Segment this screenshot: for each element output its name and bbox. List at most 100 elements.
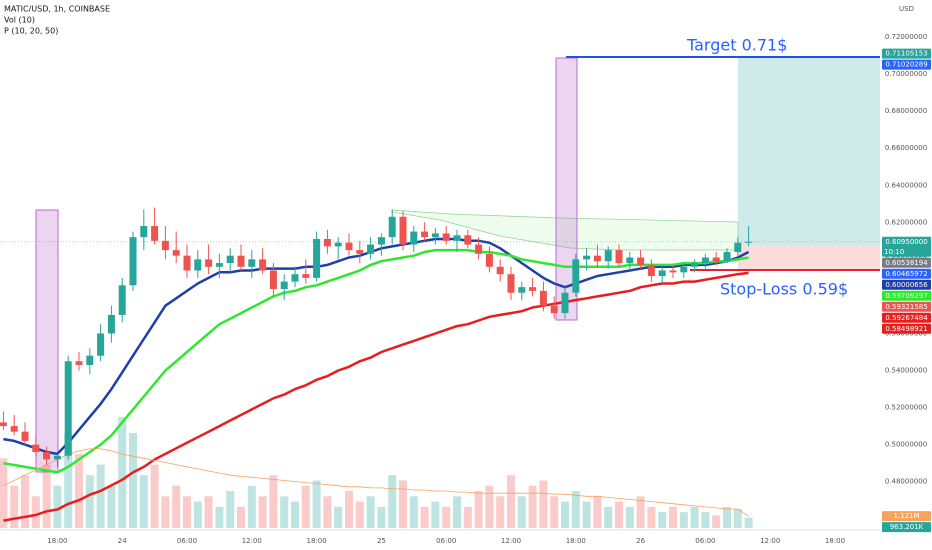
moving-average-line	[3, 248, 749, 474]
volume-bar	[161, 496, 170, 528]
candle-body	[550, 305, 558, 314]
volume-bar	[712, 515, 721, 528]
price-label-bg	[882, 268, 931, 279]
volume-bar	[107, 485, 116, 528]
volume-bar	[215, 506, 224, 528]
price-label-bg	[882, 279, 931, 290]
x-tick-label: 06:00	[436, 537, 456, 545]
volume-bar	[528, 485, 537, 528]
volume-bar	[733, 508, 742, 528]
candle-body	[410, 231, 418, 245]
volume-bar	[377, 506, 386, 528]
subtitle: P (10, 20, 50)	[4, 27, 58, 36]
volume-bar	[291, 501, 299, 528]
x-tick-label: 18:00	[47, 537, 67, 545]
volume-bar	[96, 464, 105, 528]
candle-body	[658, 270, 666, 277]
candle-body	[291, 274, 299, 282]
target-zone	[738, 57, 880, 245]
candle-body	[280, 281, 288, 290]
candle-body	[626, 257, 634, 264]
price-label: 0.59267484	[885, 314, 928, 322]
price-label-bg	[882, 522, 931, 533]
price-label: 0.58498921	[885, 325, 927, 333]
chart-title: MATIC/USD, 1h, COINBASE	[4, 5, 110, 14]
x-tick-label: 25	[377, 537, 386, 545]
volume-bar	[517, 496, 526, 528]
candle-body	[712, 257, 720, 262]
price-label: 0.59709297	[885, 292, 927, 300]
volume-bar	[615, 501, 623, 528]
target-label: Target 0.71$	[686, 36, 787, 55]
volume-bar	[690, 506, 699, 528]
candle-body	[604, 250, 612, 262]
currency: USD	[899, 5, 914, 13]
volume-bar	[571, 491, 580, 528]
y-tick-label: 0.52000000	[885, 404, 927, 412]
volume-bar	[258, 496, 267, 528]
volume-bar	[75, 454, 83, 528]
price-label-bg	[882, 48, 931, 59]
price-label: 0.71020289	[885, 61, 927, 69]
candle-body	[745, 241, 753, 243]
volume-bar	[334, 506, 343, 528]
highlight-box	[35, 209, 59, 473]
candle-body	[75, 361, 83, 365]
price-label: 0.60950000	[885, 238, 927, 246]
x-tick-label: 12:00	[760, 537, 780, 545]
candle-body	[680, 266, 688, 273]
candle-body	[561, 292, 569, 314]
price-label: 0.60538194	[885, 259, 928, 267]
candle-body	[399, 216, 407, 245]
candle-body	[691, 263, 699, 267]
candle-body	[377, 237, 385, 245]
candle-body	[388, 216, 396, 238]
candle-body	[615, 250, 623, 264]
volume-bar	[658, 512, 667, 528]
volume-bar	[453, 496, 461, 528]
candle-body	[669, 270, 677, 273]
y-tick-label: 0.70000000	[885, 70, 927, 78]
plot	[0, 207, 880, 528]
candle-body	[701, 257, 709, 264]
candle-body	[21, 431, 29, 441]
volume-bar	[625, 506, 634, 528]
price-label: 0.71105153	[885, 50, 927, 58]
y-tick-label: 0.66000000	[885, 144, 927, 152]
candle-body	[140, 226, 148, 238]
moving-average-line	[3, 271, 749, 522]
candle-body	[43, 452, 51, 460]
candle-body	[10, 426, 18, 432]
volume-bar	[312, 480, 321, 528]
x-tick-label: 26	[636, 537, 645, 545]
candle-body	[637, 257, 645, 265]
volume-bar	[0, 458, 8, 528]
volume-bar	[496, 496, 505, 528]
candle-body	[734, 242, 742, 252]
price-label-bg	[882, 59, 931, 70]
volume-bar	[636, 496, 645, 528]
volume-bar	[463, 506, 472, 528]
candle-body	[723, 251, 731, 262]
volume-bar	[172, 485, 181, 528]
candle-body	[572, 259, 580, 293]
candle-body	[356, 250, 364, 254]
volume-bar	[647, 506, 656, 528]
stop-loss-label: Stop-Loss 0.59$	[720, 280, 848, 299]
candle-body	[194, 259, 202, 271]
candle-body	[496, 266, 504, 275]
candle-body	[464, 235, 472, 245]
candle-body	[583, 255, 591, 260]
candle-body	[345, 242, 353, 251]
candle-body	[64, 361, 72, 456]
candle-body	[453, 235, 461, 241]
volume-bar	[744, 517, 753, 528]
volume-bar	[582, 501, 591, 528]
x-tick-label: 12:00	[242, 537, 262, 545]
price-label-countdown: 10:10	[884, 248, 904, 256]
candle-body	[475, 244, 483, 254]
price-label-bg	[882, 511, 931, 522]
volume-bar	[42, 464, 51, 528]
volume-bar	[409, 496, 418, 528]
volume-bar	[139, 475, 148, 528]
